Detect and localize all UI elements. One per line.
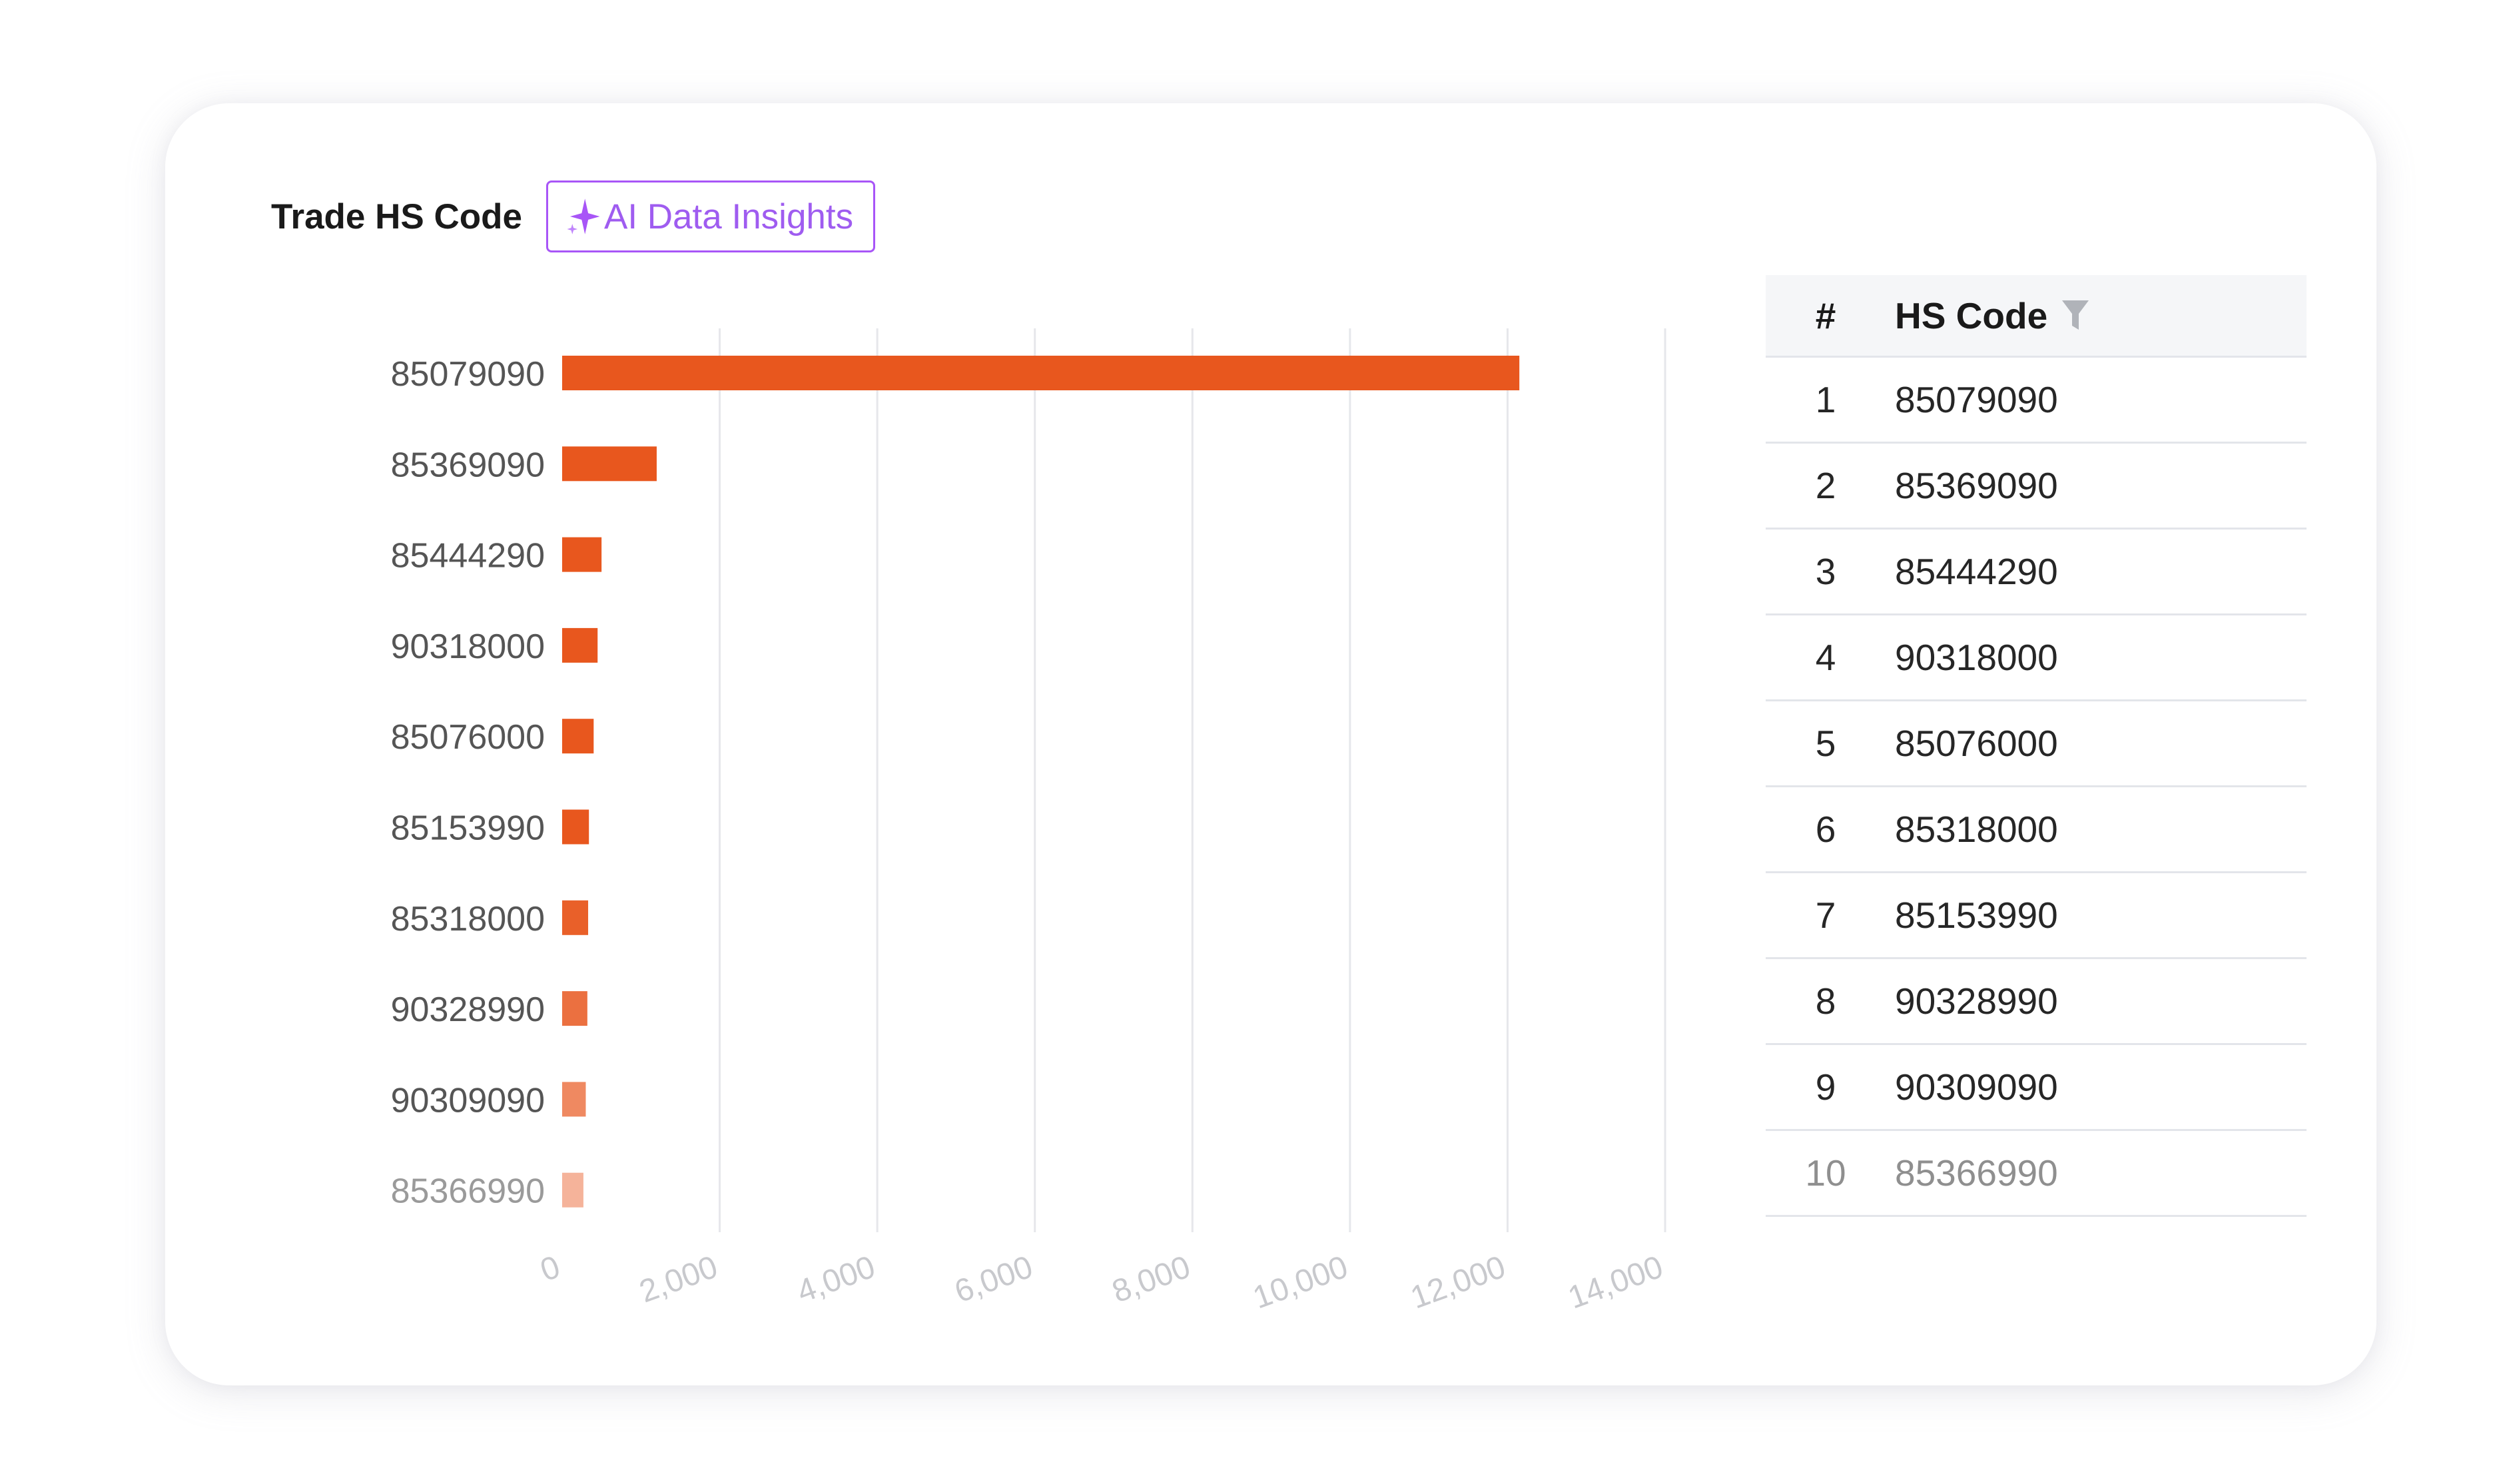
- bar[interactable]: [562, 446, 657, 482]
- bar-chart: 85079090 85369090 85444290 90318000 85076000…: [391, 328, 1668, 1316]
- bar[interactable]: [562, 991, 587, 1026]
- row-hs-code: 85079090: [1895, 379, 2058, 420]
- hs-code-header-label: HS Code: [1895, 294, 2048, 336]
- row-hs-code: 85369090: [1895, 465, 2058, 506]
- row-rank: 3: [1815, 551, 1836, 592]
- bar[interactable]: [562, 356, 1520, 390]
- row-hs-code: 90318000: [1895, 637, 2058, 678]
- category-labels: 85079090 85369090 85444290 90318000 85076000…: [391, 355, 545, 1211]
- rank-column-header: #: [1815, 294, 1836, 336]
- card-header: Trade HS Code AI Data Insights: [271, 180, 876, 253]
- section-title: Trade HS Code: [271, 196, 522, 236]
- table-row[interactable]: 8 90328990: [1766, 959, 2307, 1045]
- table-row[interactable]: 5 85076000: [1766, 701, 2307, 787]
- row-rank: 10: [1805, 1152, 1846, 1194]
- row-rank: 8: [1815, 980, 1836, 1022]
- x-tick-label: 14,000: [1564, 1250, 1668, 1316]
- row-hs-code: 90328990: [1895, 980, 2058, 1022]
- category-label: 85318000: [391, 900, 545, 938]
- table-row[interactable]: 4 90318000: [1766, 615, 2307, 701]
- bar[interactable]: [562, 1172, 583, 1208]
- row-hs-code: 90309090: [1895, 1066, 2058, 1108]
- ai-button-label: AI Data Insights: [603, 196, 854, 236]
- category-label: 90328990: [391, 990, 545, 1029]
- row-rank: 4: [1815, 637, 1836, 678]
- ai-data-insights-button[interactable]: AI Data Insights: [545, 181, 876, 252]
- hs-code-column-header: HS Code: [1886, 294, 2307, 337]
- bar[interactable]: [562, 627, 598, 663]
- category-label: 85444290: [391, 537, 545, 575]
- category-label: 85366990: [391, 1172, 545, 1211]
- row-rank: 7: [1815, 895, 1836, 936]
- x-tick-label: 10,000: [1249, 1250, 1353, 1316]
- grid-lines: [719, 328, 1666, 1232]
- row-hs-code: 85318000: [1895, 809, 2058, 850]
- x-tick-label: 8,000: [1108, 1250, 1195, 1310]
- table-row[interactable]: 9 90309090: [1766, 1045, 2307, 1131]
- table-row[interactable]: 1 85079090: [1766, 358, 2307, 444]
- row-rank: 6: [1815, 809, 1836, 850]
- table-body: 1 85079090 2 85369090 3 85444290 4 90318000 5 850…: [1766, 358, 2307, 1217]
- table-row[interactable]: 6 85318000: [1766, 787, 2307, 873]
- row-rank: 2: [1815, 465, 1836, 506]
- table-header: # HS Code: [1766, 275, 2307, 358]
- table-row[interactable]: 7 85153990: [1766, 873, 2307, 959]
- row-rank: 9: [1815, 1066, 1836, 1108]
- x-tick-label: 12,000: [1406, 1250, 1510, 1316]
- category-label: 85076000: [391, 718, 545, 757]
- x-tick-label: 0: [536, 1250, 565, 1289]
- x-tick-label: 4,000: [793, 1250, 880, 1310]
- bar[interactable]: [562, 900, 589, 935]
- x-axis-ticks: 0 2,000 4,000 6,000 8,000 10,000 12,000 14,000: [536, 1250, 1668, 1316]
- x-tick-label: 6,000: [950, 1250, 1037, 1310]
- row-hs-code: 85076000: [1895, 723, 2058, 764]
- category-label: 85153990: [391, 809, 545, 848]
- table-row[interactable]: 2 85369090: [1766, 444, 2307, 530]
- table-row[interactable]: 3 85444290: [1766, 530, 2307, 615]
- hs-code-table: # HS Code 1 85079090 2 85369090 3 85444290 4 90…: [1766, 275, 2307, 1217]
- table-row[interactable]: 10 85366990: [1766, 1131, 2307, 1217]
- bar[interactable]: [562, 719, 594, 754]
- category-label: 90309090: [391, 1081, 545, 1120]
- bars: [562, 356, 1520, 1208]
- sparkle-icon: [567, 198, 600, 234]
- row-rank: 5: [1815, 723, 1836, 764]
- row-rank: 1: [1815, 379, 1836, 420]
- category-label: 90318000: [391, 627, 545, 666]
- bar[interactable]: [562, 809, 589, 845]
- category-label: 85369090: [391, 446, 545, 484]
- category-label: 85079090: [391, 355, 545, 394]
- x-tick-label: 2,000: [635, 1250, 722, 1310]
- bar[interactable]: [562, 537, 602, 572]
- filter-icon[interactable]: [2061, 299, 2090, 332]
- row-hs-code: 85444290: [1895, 551, 2058, 592]
- row-hs-code: 85153990: [1895, 895, 2058, 936]
- bar[interactable]: [562, 1082, 586, 1117]
- row-hs-code: 85366990: [1895, 1152, 2058, 1194]
